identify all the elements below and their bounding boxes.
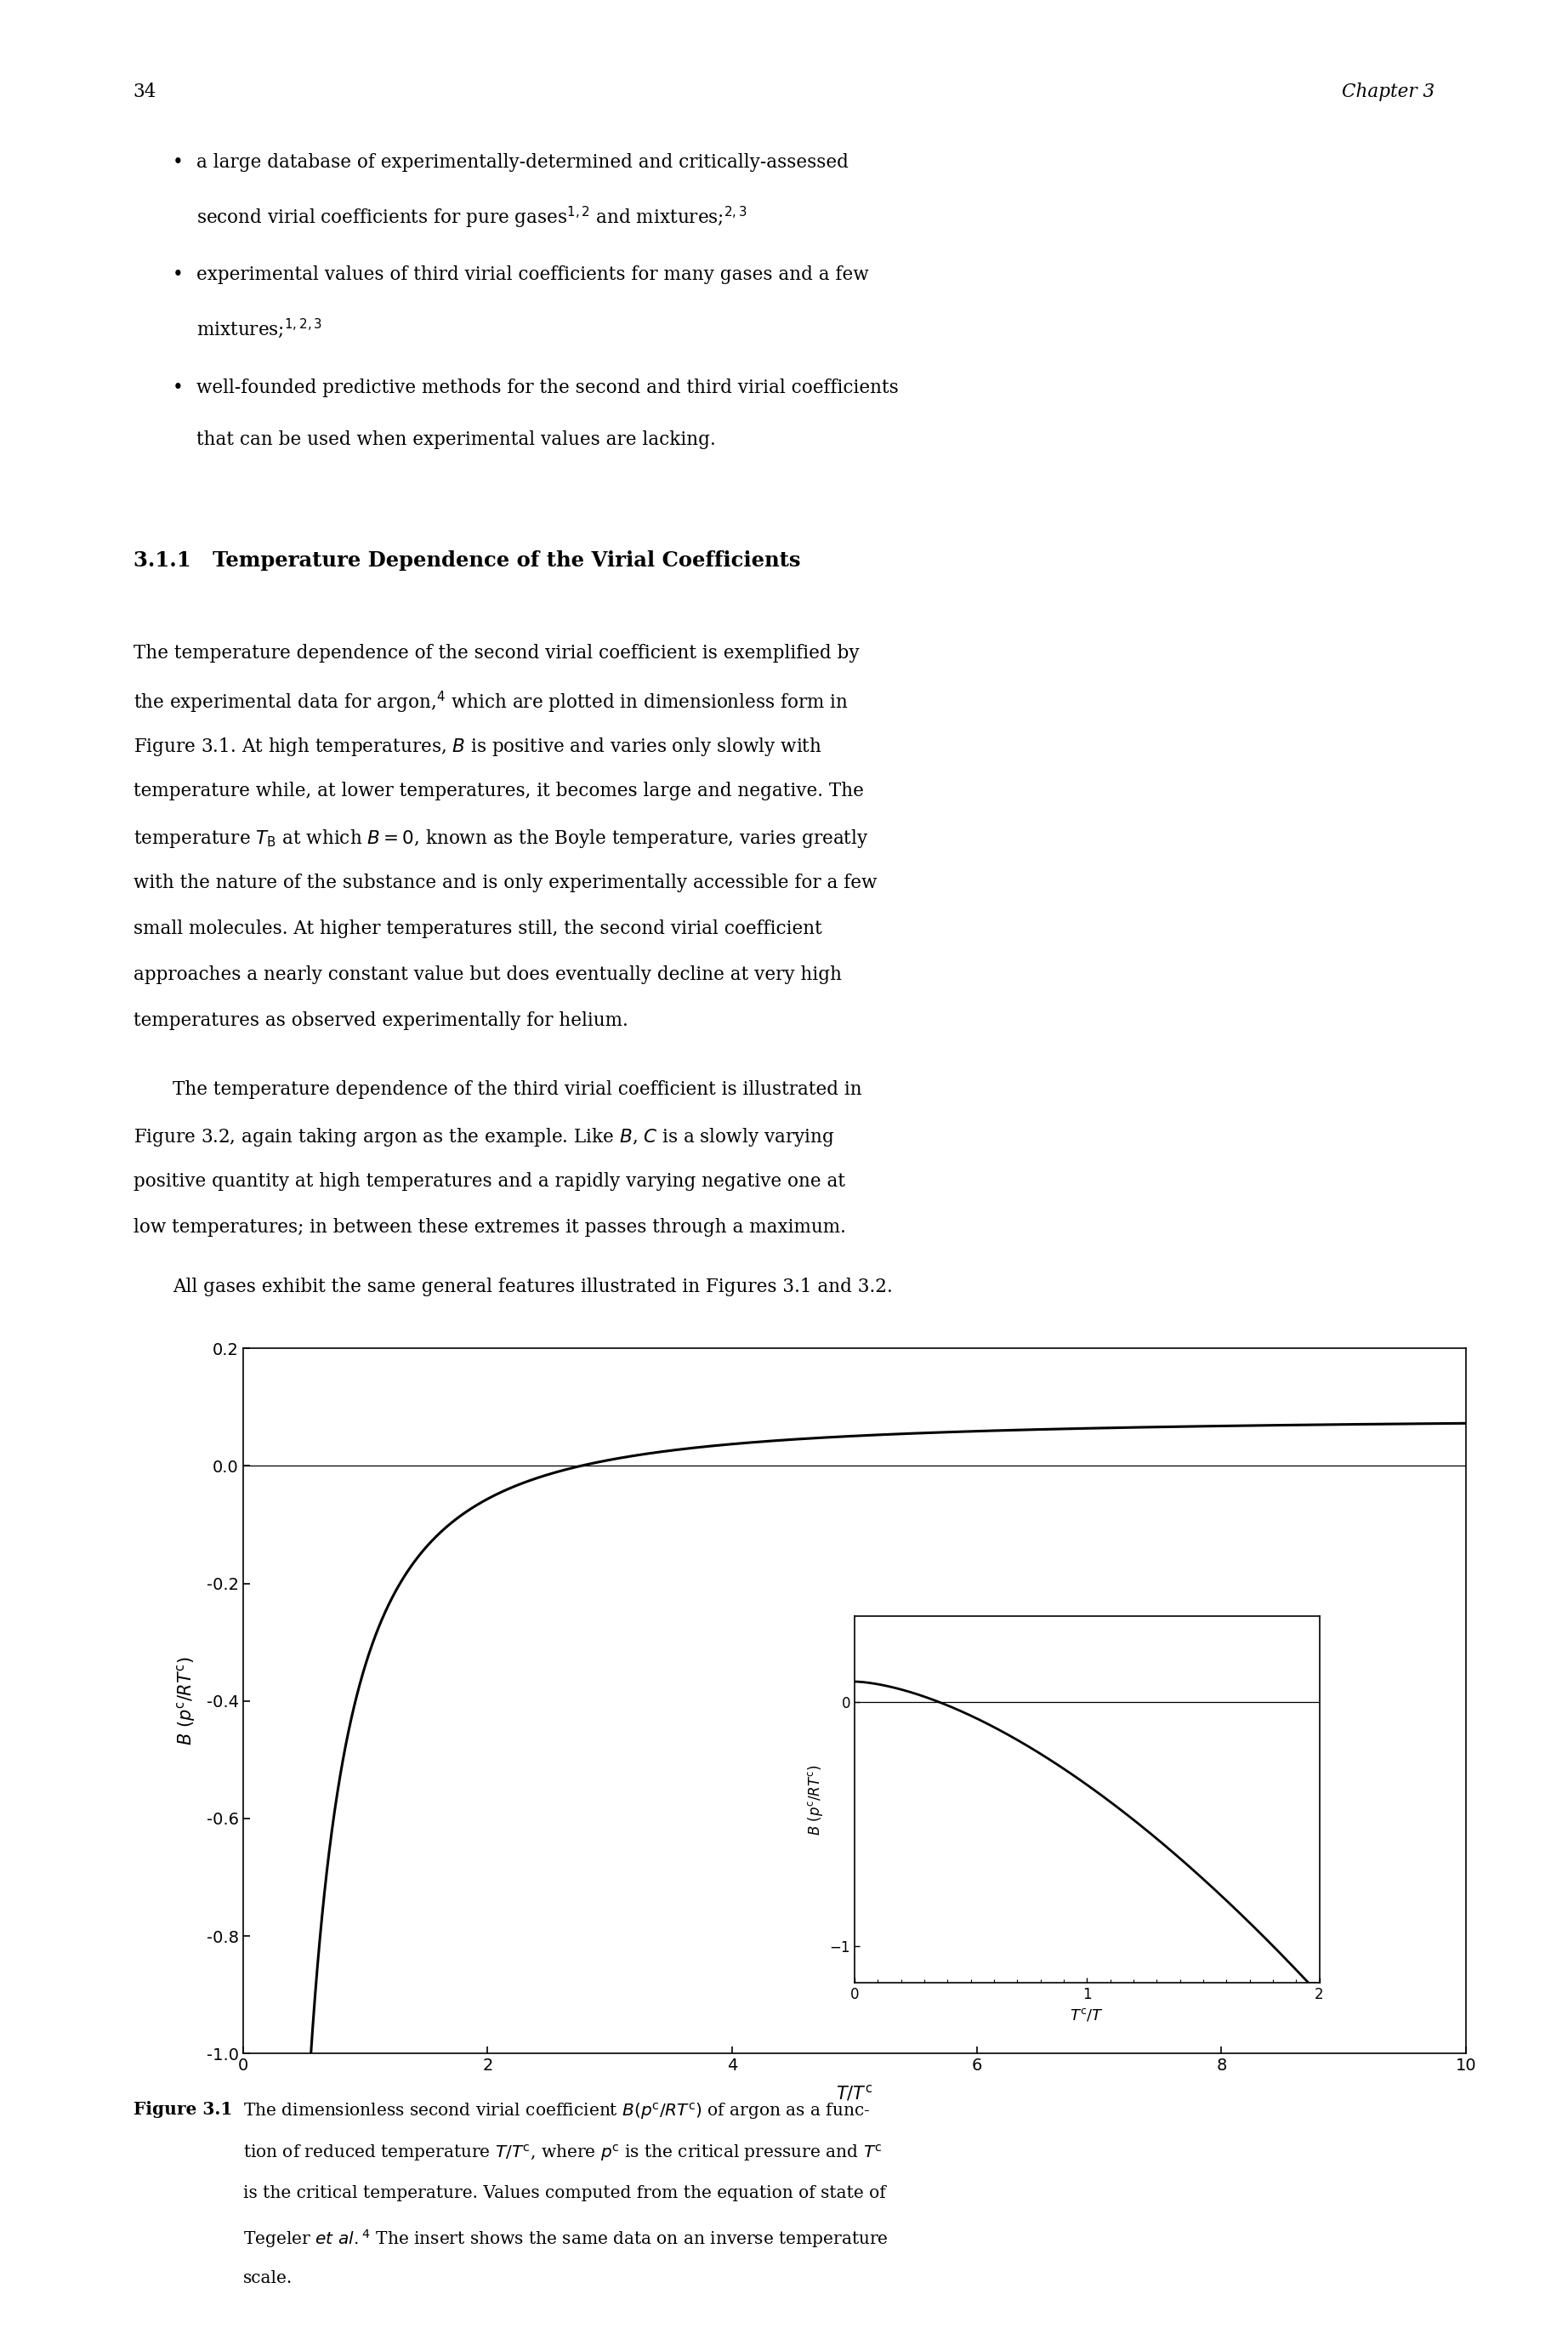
- Text: tion of reduced temperature $T/T^{\rm c}$, where $p^{\rm c}$ is the critical pre: tion of reduced temperature $T/T^{\rm c}…: [243, 2144, 883, 2163]
- Text: The dimensionless second virial coefficient $B(p^{\rm c}/RT^{\rm c})$ of argon a: The dimensionless second virial coeffici…: [243, 2102, 870, 2121]
- Text: Chapter 3: Chapter 3: [1342, 82, 1435, 101]
- Text: positive quantity at high temperatures and a rapidly varying negative one at: positive quantity at high temperatures a…: [133, 1173, 845, 1190]
- Text: •: •: [172, 379, 183, 397]
- Text: Figure 3.1: Figure 3.1: [133, 2102, 232, 2118]
- Text: Tegeler $et\ al.^4$ The insert shows the same data on an inverse temperature: Tegeler $et\ al.^4$ The insert shows the…: [243, 2229, 887, 2250]
- Text: well-founded predictive methods for the second and third virial coefficients: well-founded predictive methods for the …: [196, 379, 898, 397]
- Text: 34: 34: [133, 82, 157, 101]
- Text: a large database of experimentally-determined and critically-assessed: a large database of experimentally-deter…: [196, 153, 848, 172]
- Text: that can be used when experimental values are lacking.: that can be used when experimental value…: [196, 430, 715, 449]
- Text: low temperatures; in between these extremes it passes through a maximum.: low temperatures; in between these extre…: [133, 1218, 845, 1237]
- Text: experimental values of third virial coefficients for many gases and a few: experimental values of third virial coef…: [196, 266, 869, 284]
- Text: approaches a nearly constant value but does eventually decline at very high: approaches a nearly constant value but d…: [133, 966, 842, 983]
- Text: is the critical temperature. Values computed from the equation of state of: is the critical temperature. Values comp…: [243, 2186, 886, 2201]
- Text: temperatures as observed experimentally for helium.: temperatures as observed experimentally …: [133, 1011, 627, 1030]
- Text: Figure 3.1. At high temperatures, $B$ is positive and varies only slowly with: Figure 3.1. At high temperatures, $B$ is…: [133, 736, 822, 757]
- Text: temperature while, at lower temperatures, it becomes large and negative. The: temperature while, at lower temperatures…: [133, 783, 864, 799]
- Text: temperature $T_{\rm B}$ at which $B=0$, known as the Boyle temperature, varies g: temperature $T_{\rm B}$ at which $B=0$, …: [133, 828, 869, 849]
- Text: the experimental data for argon,$^4$ which are plotted in dimensionless form in: the experimental data for argon,$^4$ whi…: [133, 691, 848, 715]
- Text: The temperature dependence of the third virial coefficient is illustrated in: The temperature dependence of the third …: [172, 1081, 862, 1098]
- Text: •: •: [172, 266, 183, 284]
- Text: •: •: [172, 153, 183, 172]
- Text: with the nature of the substance and is only experimentally accessible for a few: with the nature of the substance and is …: [133, 875, 877, 891]
- Text: The temperature dependence of the second virial coefficient is exemplified by: The temperature dependence of the second…: [133, 644, 859, 663]
- X-axis label: $T/T^{\rm c}$: $T/T^{\rm c}$: [836, 2083, 873, 2102]
- Y-axis label: $B\ (p^{\rm c}/RT^{\rm c})$: $B\ (p^{\rm c}/RT^{\rm c})$: [176, 1657, 198, 1744]
- Text: Figure 3.2, again taking argon as the example. Like $B$, $C$ is a slowly varying: Figure 3.2, again taking argon as the ex…: [133, 1126, 834, 1147]
- Text: scale.: scale.: [243, 2271, 293, 2285]
- Text: second virial coefficients for pure gases$^{1,2}$ and mixtures;$^{2,3}$: second virial coefficients for pure gase…: [196, 205, 746, 230]
- Text: 3.1.1   Temperature Dependence of the Virial Coefficients: 3.1.1 Temperature Dependence of the Viri…: [133, 550, 800, 571]
- Text: All gases exhibit the same general features illustrated in Figures 3.1 and 3.2.: All gases exhibit the same general featu…: [172, 1279, 892, 1295]
- Text: mixtures;$^{1,2,3}$: mixtures;$^{1,2,3}$: [196, 317, 321, 341]
- Text: small molecules. At higher temperatures still, the second virial coefficient: small molecules. At higher temperatures …: [133, 919, 822, 938]
